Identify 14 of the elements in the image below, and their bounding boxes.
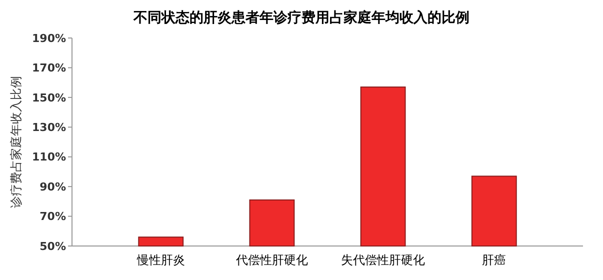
y-tick-label: 50% (40, 240, 66, 253)
y-tick-label: 110% (32, 150, 66, 164)
y-tick-label: 190% (32, 32, 66, 45)
y-tick-label: 150% (32, 91, 66, 104)
y-tick-label: 130% (32, 120, 66, 134)
x-tick-label: 代偿性肝硬化 (234, 253, 308, 267)
y-axis-title: 诊疗费占家庭年收入比例 (9, 76, 23, 208)
y-tick-label: 170% (32, 62, 66, 75)
y-tick-label: 90% (40, 180, 66, 194)
chart-title: 不同状态的肝炎患者年诊疗费用占家庭年均收入的比例 (132, 9, 470, 26)
y-tick-label: 70% (40, 210, 66, 224)
x-tick-label: 慢性肝炎 (136, 253, 185, 267)
x-tick-label: 失代偿性肝硬化 (341, 253, 426, 267)
x-tick-label: 肝癌 (482, 253, 506, 267)
